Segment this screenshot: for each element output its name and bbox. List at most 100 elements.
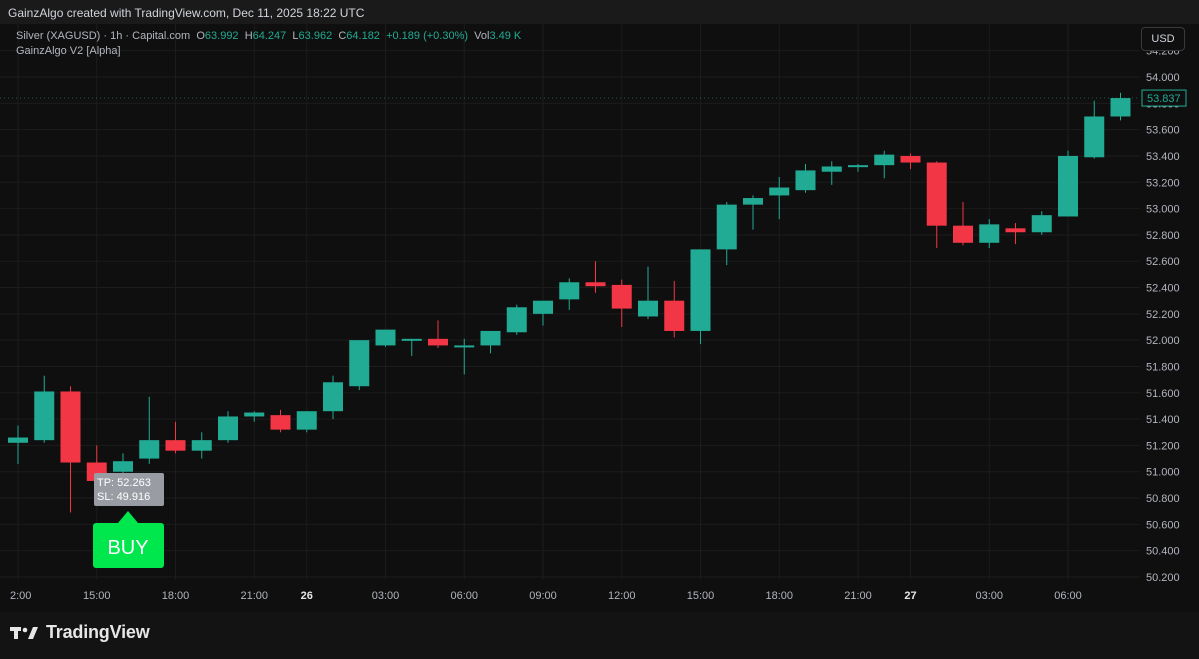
candle-up [1058,155,1078,217]
chart-area[interactable]: 50.200 50.400 50.600 50.800 51.000 51.200 51.4… [0,24,1199,612]
time-axis: 2:00 15:00 18:00 21:00 26 03:00 06:00 09:00 12:0… [10,590,1082,602]
price-tick-label: 50.800 [1146,493,1180,505]
candle-up [34,391,55,441]
candles [8,92,1131,513]
buy-signal: TP: 52.263 SL: 49.916 BUY [93,473,164,568]
candle-up [375,329,396,346]
symbol-label[interactable]: Silver (XAGUSD) · 1h · Capital.com [16,30,191,42]
candle-down [611,284,632,309]
tradingview-logo-icon [10,626,38,639]
candle-up [113,461,133,472]
price-tick-label: 52.000 [1146,335,1180,347]
price-tick-label: 53.600 [1146,125,1180,137]
time-tick-label: 09:00 [529,590,557,602]
candle-up [244,412,265,417]
change-value: +0.189 (+0.30%) [386,30,469,42]
candle-up [795,170,816,191]
volume-label: Vol [474,30,490,42]
candle-down [926,162,947,226]
candle-up [401,338,422,341]
open-label: O [196,30,205,42]
price-tick-label: 50.600 [1146,519,1180,531]
candle-up [690,249,711,331]
price-tick-label: 51.600 [1146,388,1180,400]
close-value: 64.182 [346,30,380,42]
price-tick-label: 52.400 [1146,283,1180,295]
candle-up [769,187,790,196]
candle-up [454,345,475,348]
price-tick-label: 51.200 [1146,440,1180,452]
candle-up [8,437,28,443]
candle-up [323,382,343,412]
close-label: C [338,30,347,42]
tradingview-logo-text: TradingView [46,622,150,642]
time-tick-label: 18:00 [765,590,793,602]
candle-up [480,330,501,346]
candle-up [1031,215,1052,233]
candle-down [664,300,685,331]
candle-up [1110,98,1131,117]
last-price-label: 53.837 [1147,93,1181,105]
price-tick-label: 53.400 [1146,151,1180,163]
buy-arrow [118,511,138,523]
time-tick-label: 2:00 [10,590,31,602]
price-tick-label: 52.200 [1146,309,1180,321]
price-tick-label: 53.000 [1146,204,1180,216]
time-tick-label: 27 [904,590,916,602]
price-tick-label: 51.400 [1146,414,1180,426]
candle-down [1005,228,1026,233]
open-value: 63.992 [204,30,239,42]
footer [0,612,1199,659]
price-tick-label: 52.600 [1146,256,1180,268]
tradingview-logo[interactable]: TradingView [10,622,150,643]
candle-down [953,225,973,243]
buy-label: BUY [107,537,148,559]
candle-up [506,307,527,333]
grid-lines [0,24,1140,580]
candle-up [533,300,553,314]
time-tick-label: 06:00 [450,590,478,602]
price-tick-label: 51.000 [1146,467,1180,479]
candle-up [716,204,737,250]
tp-sl-tooltip [94,473,164,506]
chart-caption: GainzAlgo created with TradingView.com, … [0,0,1199,24]
time-tick-label: 06:00 [1054,590,1082,602]
candle-up [821,166,842,172]
currency-button[interactable]: USD [1141,27,1185,51]
candle-down [60,391,81,463]
time-tick-label: 15:00 [687,590,715,602]
candle-up [218,416,238,441]
price-axis: 50.200 50.400 50.600 50.800 51.000 51.200 51.4… [1141,46,1187,584]
candle-up [296,411,317,430]
price-tick-label: 54.000 [1146,72,1180,84]
candle-up [848,165,868,168]
candle-down [428,338,448,346]
price-tick-label: 53.200 [1146,177,1180,189]
time-tick-label: 12:00 [608,590,636,602]
time-tick-label: 18:00 [162,590,190,602]
candle-up [1084,116,1105,158]
high-label: H [244,30,253,42]
price-tick-label: 51.800 [1146,361,1180,373]
time-tick-label: 26 [301,590,313,602]
candle-down [900,155,921,163]
candle-down [165,440,186,451]
price-tick-label: 52.800 [1146,230,1180,242]
candlestick-chart[interactable]: 50.200 50.400 50.600 50.800 51.000 51.200 51.4… [0,24,1199,612]
low-value: 63.962 [298,30,333,42]
candle-up [559,282,580,300]
candle-up [139,440,160,459]
ohlc-legend: Silver (XAGUSD) · 1h · Capital.com O63.9… [16,30,521,42]
candle-down [585,282,606,287]
candle-up [349,340,370,387]
candle-up [638,300,658,317]
candle-down [270,415,291,430]
sl-label: SL: 49.916 [97,491,150,503]
price-tick-label: 50.200 [1146,572,1180,584]
indicator-label[interactable]: GainzAlgo V2 [Alpha] [16,45,121,57]
high-value: 64.247 [252,30,287,42]
last-price-badge [1141,89,1187,107]
time-tick-label: 03:00 [372,590,400,602]
price-tick-label: 50.400 [1146,546,1180,558]
time-tick-label: 03:00 [975,590,1003,602]
